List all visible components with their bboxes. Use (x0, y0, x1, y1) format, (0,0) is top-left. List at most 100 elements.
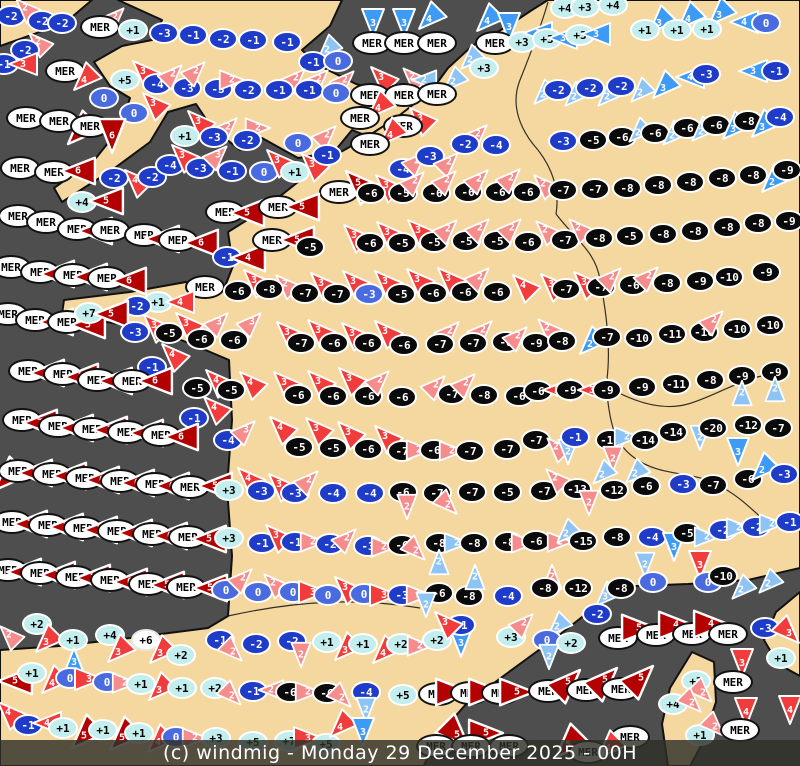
value-ellipse: -4 (493, 585, 523, 607)
value-ellipse: -12 (733, 414, 763, 436)
value-ellipse: -9 (774, 210, 800, 232)
sea-label: MER (708, 622, 748, 646)
wind-triangle: 2 (758, 513, 786, 535)
value-ellipse: -3 (548, 130, 578, 152)
wind-triangle: 2 (325, 681, 356, 709)
value-ellipse: -6 (283, 384, 313, 406)
value-ellipse: -10 (714, 266, 744, 288)
value-ellipse: +1 (630, 19, 660, 41)
value-ellipse: -1 (178, 24, 208, 46)
value-ellipse: -4 (318, 482, 348, 504)
wind-triangle: 2 (430, 170, 461, 197)
wind-triangle: 3 (358, 8, 388, 38)
wind-triangle: 2 (294, 681, 322, 703)
value-ellipse: -2 (208, 28, 238, 50)
wind-triangle: 2 (463, 267, 494, 294)
wind-triangle: 2 (432, 152, 463, 179)
value-ellipse: 0 (89, 87, 119, 109)
wind-triangle: 3 (648, 69, 682, 100)
value-ellipse: -14 (658, 421, 688, 443)
wind-triangle: 5 (92, 299, 130, 329)
wind-triangle: 6 (162, 422, 200, 452)
value-ellipse: -7 (763, 417, 793, 439)
value-ellipse: -3 (246, 480, 276, 502)
value-ellipse: -8 (648, 223, 678, 245)
value-ellipse: -6 (223, 280, 253, 302)
wind-triangle: 2 (613, 426, 641, 448)
value-ellipse: +2 (166, 644, 196, 666)
value-ellipse: -5 (578, 129, 608, 151)
caption-text: (c) windmig - Monday 29 December 2025 - … (162, 742, 638, 764)
value-ellipse: -8 (738, 164, 768, 186)
caption-bar: (c) windmig - Monday 29 December 2025 - … (0, 740, 800, 766)
sea-label: MER (90, 218, 130, 242)
value-ellipse: +1 (48, 717, 78, 739)
value-ellipse: -7 (551, 278, 581, 300)
wind-triangle: 2 (443, 532, 471, 554)
value-ellipse: -8 (469, 384, 499, 406)
value-ellipse: +5 (388, 684, 418, 706)
wind-triangle: 6 (110, 266, 148, 296)
value-ellipse: -11 (657, 323, 687, 345)
sea-label: MER (80, 15, 120, 39)
value-ellipse: -2 (233, 79, 263, 101)
value-ellipse: -9 (592, 379, 622, 401)
wind-triangle: 4 (508, 273, 542, 304)
value-ellipse: 0 (751, 12, 781, 34)
value-ellipse: -5 (216, 379, 246, 401)
wind-triangle: 3 (74, 667, 104, 691)
value-ellipse: -8 (606, 577, 636, 599)
wind-triangle: 2 (330, 528, 361, 555)
sea-label: MER (90, 568, 130, 592)
wind-triangle: 2 (353, 696, 380, 724)
wind-triangle: 4 (265, 415, 299, 446)
wind-triangle: 2 (698, 710, 729, 738)
wind-triangle: 3 (103, 633, 137, 664)
value-ellipse: -7 (455, 440, 485, 462)
value-ellipse: -6 (318, 385, 348, 407)
value-ellipse: -10 (624, 327, 654, 349)
wind-triangle: 2 (693, 526, 721, 548)
value-ellipse: -7 (529, 480, 559, 502)
value-ellipse: -8 (612, 177, 642, 199)
value-ellipse: -2 (606, 75, 636, 97)
wind-triangle: 3 (348, 717, 378, 747)
wind-triangle: 3 (685, 550, 715, 580)
wind-triangle: 2 (216, 635, 247, 663)
value-ellipse: 0 (283, 132, 313, 154)
value-ellipse: -3 (691, 63, 721, 85)
wind-triangle: 2 (675, 686, 706, 714)
value-ellipse: -7 (457, 481, 487, 503)
wind-triangle: 5 (498, 677, 536, 707)
wind-triangle: 3 (770, 614, 800, 645)
wind-triangle: 3 (144, 671, 178, 702)
wind-triangle: 2 (627, 76, 657, 104)
wind-triangle: 3 (31, 623, 65, 654)
value-ellipse: -5 (154, 322, 184, 344)
value-ellipse: -5 (182, 377, 212, 399)
wind-triangle: 6 (59, 156, 97, 186)
wind-triangle: 4 (325, 708, 359, 739)
value-ellipse: -6 (513, 231, 543, 253)
wind-triangle: 3 (138, 91, 172, 122)
value-ellipse: -2 (450, 133, 480, 155)
wind-triangle: 5 (618, 664, 660, 701)
wind-triangle: 2 (697, 310, 728, 337)
value-ellipse: +1 (692, 18, 722, 40)
value-ellipse: +1 (280, 161, 310, 183)
wind-triangle: 3 (8, 52, 38, 76)
value-ellipse: -10 (708, 565, 738, 587)
value-ellipse: +2 (22, 613, 52, 635)
wind-triangle: 4 (199, 395, 233, 426)
wind-triangle: 2 (288, 641, 315, 669)
wind-triangle: 2 (226, 568, 257, 595)
wind-triangle: 2 (507, 613, 538, 640)
value-ellipse: -8 (643, 174, 673, 196)
wind-triangle: 2 (156, 64, 187, 91)
value-ellipse: +1 (662, 19, 692, 41)
wind-triangle: 2 (413, 591, 440, 619)
wind-triangle: 2 (431, 488, 462, 516)
value-ellipse: +3 (214, 479, 244, 501)
value-ellipse: -20 (698, 417, 728, 439)
